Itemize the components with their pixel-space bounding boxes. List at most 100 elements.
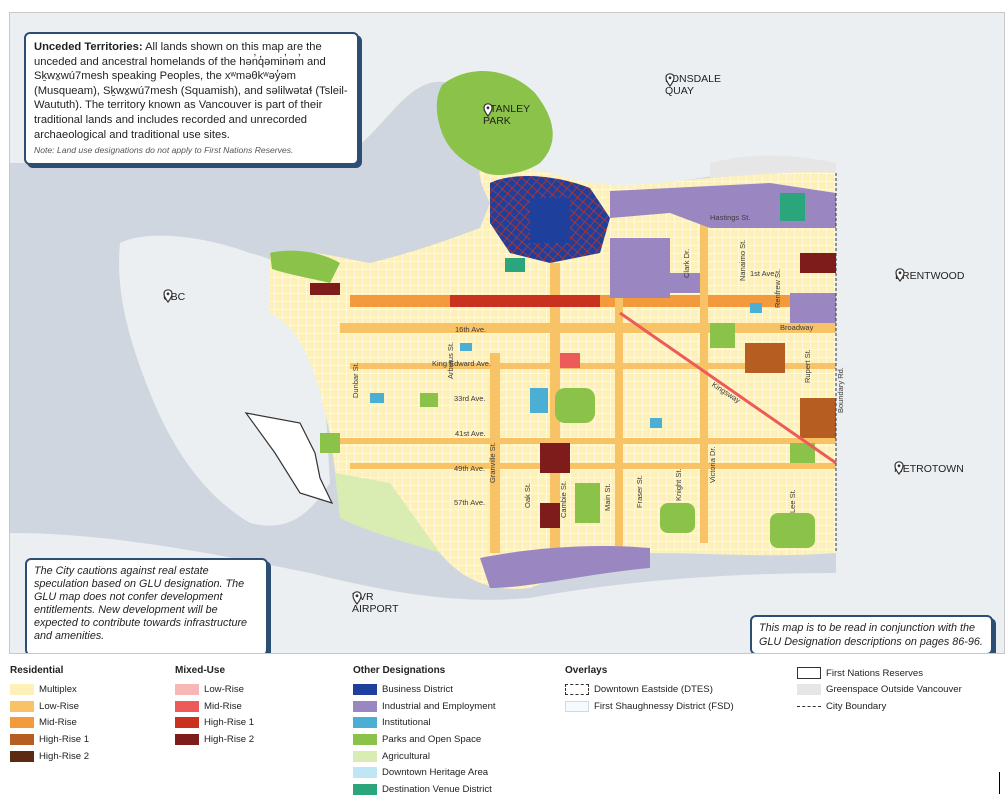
label-lonsdale: LONSDALE QUAY: [665, 73, 722, 97]
clark-industrial: [670, 273, 700, 293]
street-arbutus: Arbutus St.: [446, 341, 455, 379]
street-clark: Clark Dr.: [682, 248, 691, 278]
street-1st: 1st Ave.: [750, 269, 777, 278]
hr-boundary: [800, 253, 836, 273]
park-kerrisdale: [420, 393, 438, 407]
mu-marine: [540, 503, 560, 528]
legend-item: High-Rise 2: [10, 748, 89, 765]
legend-item: High-Rise 2: [175, 731, 254, 748]
legend-label: Institutional: [382, 717, 431, 729]
arterial-16th: [340, 323, 836, 333]
street-cambie: Cambie St.: [559, 480, 568, 518]
legend-item: Downtown Eastside (DTES): [565, 681, 734, 698]
everett-crowley-park: [770, 513, 815, 548]
institutional-1: [530, 388, 548, 413]
street-fraser: Fraser St.: [635, 475, 644, 508]
street-dunbar: Dunbar St.: [351, 362, 360, 398]
legend-label: Parks and Open Space: [382, 733, 482, 745]
institutional-2: [370, 393, 384, 403]
agricultural-southlands: [335, 473, 440, 553]
street-16th: 16th Ave.: [455, 325, 487, 334]
legend-item: Greenspace Outside Vancouver: [797, 681, 962, 698]
legend-label: Destination Venue District: [382, 783, 492, 795]
legend-swatch: [10, 683, 34, 695]
legend-swatch: [797, 705, 821, 707]
legend-swatch: [353, 717, 377, 729]
legend-swatch: [353, 767, 377, 779]
pin-lonsdale: LONSDALE QUAY: [665, 73, 735, 97]
map-legend: Residential Multiplex Low-Rise Mid-Rise …: [0, 665, 1006, 802]
arterial-41st: [340, 438, 836, 444]
pin-yvr: YVR AIRPORT: [352, 591, 414, 615]
legend-swatch: [175, 717, 199, 729]
legend-item: Mid-Rise: [175, 698, 254, 715]
legend-swatch: [10, 733, 34, 745]
legend-misc: First Nations Reserves Greenspace Outsid…: [797, 665, 962, 714]
label-metrotown: METROTOWN: [894, 463, 964, 475]
legend-item: Multiplex: [10, 681, 89, 698]
map-pin-icon: [895, 268, 905, 282]
legend-label: Low-Rise: [204, 683, 244, 695]
mu-kits: [310, 283, 340, 295]
legend-label: Multiplex: [39, 683, 77, 695]
grandview-industrial: [790, 293, 836, 323]
label-stanley: STANLEY PARK: [483, 103, 530, 127]
legend-label: Agricultural: [382, 750, 430, 762]
legend-swatch: [565, 700, 589, 712]
legend-item: Industrial and Employment: [353, 698, 496, 715]
arterial-49th: [350, 463, 836, 469]
trout-lake-park: [710, 323, 735, 348]
park-east: [790, 443, 815, 463]
street-king-edward: King Edward Ave.: [432, 359, 492, 368]
map-frame: Unceded Territories: All lands shown on …: [9, 12, 1005, 654]
legend-label: Low-Rise: [39, 700, 79, 712]
map-pin-icon: [483, 103, 493, 117]
street-49th: 49th Ave.: [454, 464, 486, 473]
legend-other: Other Designations Business District Ind…: [353, 665, 496, 798]
pin-stanley: STANLEY PARK: [483, 103, 543, 127]
institutional-3: [650, 418, 662, 428]
legend-label: High-Rise 1: [39, 733, 90, 745]
mu-broadway: [450, 295, 600, 307]
marpole-industrial: [480, 546, 650, 588]
street-41st: 41st Ave.: [455, 429, 486, 438]
legend-label: First Shaughnessy District (FSD): [594, 700, 734, 712]
map-canvas: [10, 13, 1004, 653]
legend-item: Business District: [353, 681, 496, 698]
legend-item: Agricultural: [353, 748, 496, 765]
pne-venue: [780, 193, 805, 221]
legend-swatch: [353, 750, 377, 762]
legend-mixed-use: Mixed-Use Low-Rise Mid-Rise High-Rise 1 …: [175, 665, 254, 748]
street-broadway: Broadway: [780, 323, 814, 332]
map-pin-icon: [163, 289, 173, 303]
legend-swatch: [353, 733, 377, 745]
queen-elizabeth-park: [555, 388, 595, 423]
street-57th: 57th Ave.: [454, 498, 486, 507]
legend-item: City Boundary: [797, 698, 962, 715]
street-main: Main St.: [603, 483, 612, 511]
business-district: [530, 198, 570, 243]
street-knight: Knight St.: [674, 468, 683, 501]
street-boundary: Boundary Rd.: [836, 367, 845, 413]
legend-swatch: [10, 750, 34, 762]
legend-label: High-Rise 2: [39, 750, 90, 762]
kingsway-road: [619, 311, 837, 465]
street-oak: Oak St.: [523, 482, 532, 508]
unceded-note: Note: Land use designations do not apply…: [34, 145, 294, 156]
legend-residential: Residential Multiplex Low-Rise Mid-Rise …: [10, 665, 89, 764]
legend-item: First Shaughnessy District (FSD): [565, 698, 734, 715]
map-pin-icon: [894, 461, 904, 475]
text-cursor: [999, 772, 1000, 794]
hr-joyce: [800, 398, 836, 438]
street-33rd: 33rd Ave.: [454, 394, 486, 403]
legend-swatch: [175, 700, 199, 712]
langara-park: [575, 483, 600, 523]
label-brentwood: BRENTWOOD: [895, 270, 965, 282]
unceded-title: Unceded Territories:: [34, 41, 143, 53]
street-victoria: Victoria Dr.: [708, 446, 717, 483]
street-renfrew: Renfrew St.: [773, 268, 782, 308]
legend-item: Low-Rise: [10, 698, 89, 715]
institutional-4: [750, 303, 762, 313]
legend-swatch: [353, 700, 377, 712]
institutional-5: [460, 343, 472, 351]
